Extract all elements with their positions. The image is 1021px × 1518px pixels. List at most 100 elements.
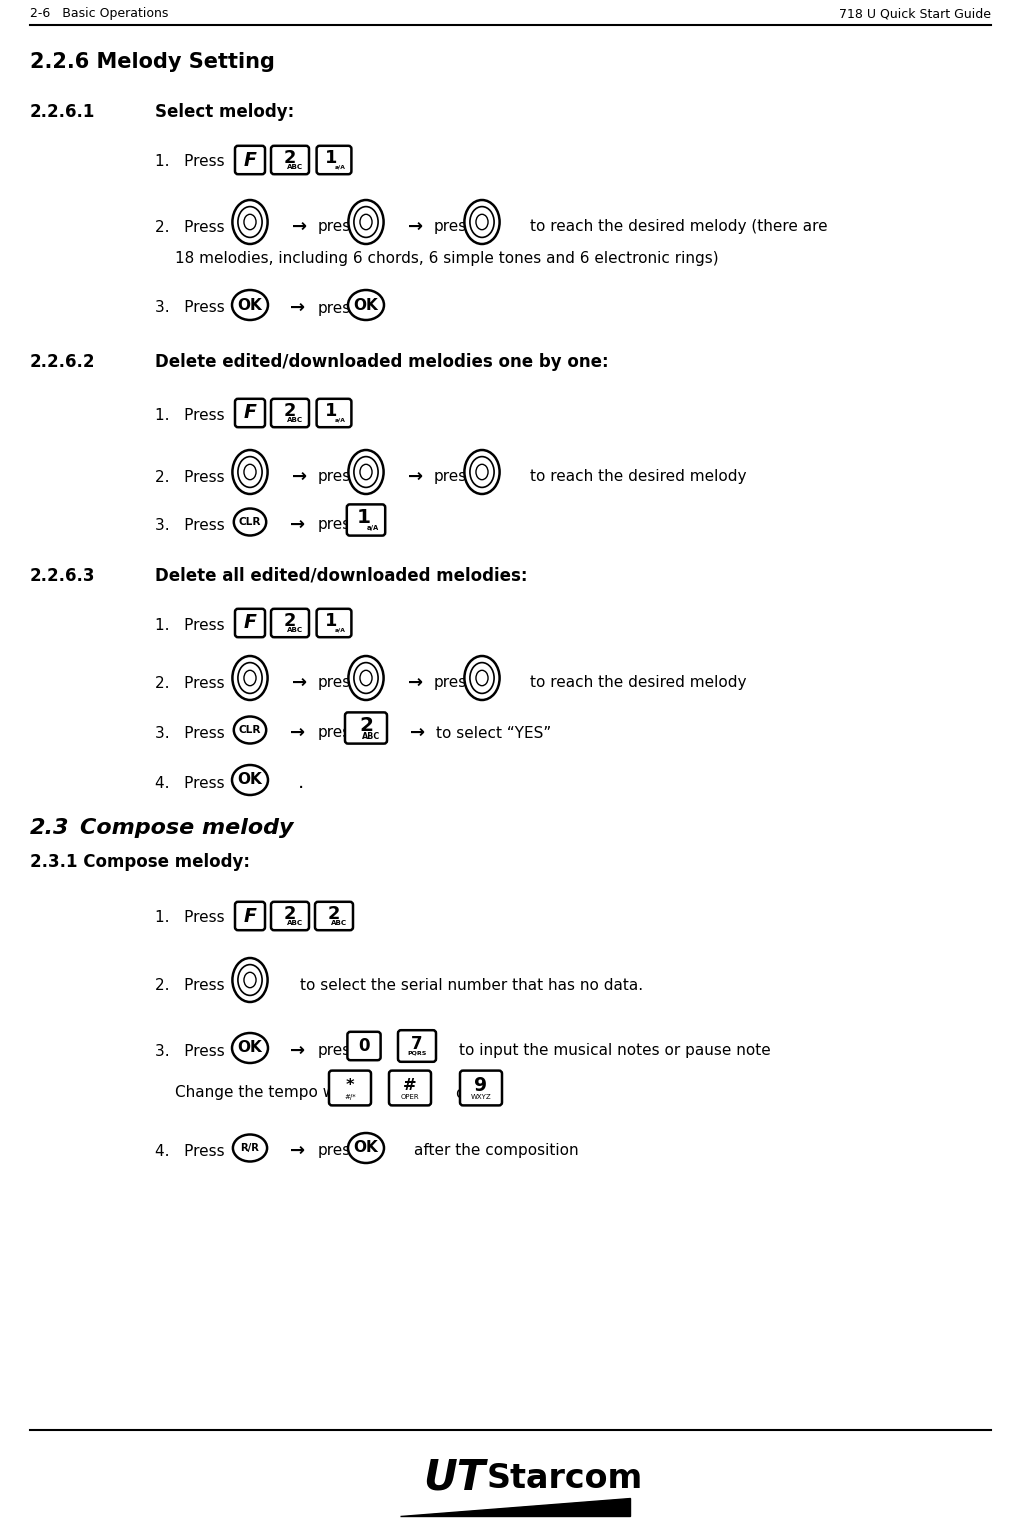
Ellipse shape	[232, 290, 268, 320]
Text: 1.   Press: 1. Press	[155, 618, 225, 633]
FancyBboxPatch shape	[389, 1070, 431, 1105]
Ellipse shape	[360, 671, 372, 686]
Text: F: F	[244, 613, 256, 633]
FancyBboxPatch shape	[317, 609, 351, 638]
Ellipse shape	[348, 656, 384, 700]
Text: CLR: CLR	[239, 726, 261, 735]
Text: 1: 1	[356, 509, 371, 527]
Text: 2: 2	[284, 612, 296, 630]
Ellipse shape	[476, 671, 488, 686]
Text: UT: UT	[423, 1457, 485, 1498]
Text: WXYZ: WXYZ	[471, 1094, 491, 1101]
Ellipse shape	[470, 457, 494, 487]
Text: 4.   Press: 4. Press	[155, 776, 225, 791]
Text: a/A: a/A	[335, 164, 346, 168]
Text: press: press	[434, 220, 475, 234]
Text: →: →	[290, 299, 305, 317]
FancyBboxPatch shape	[345, 712, 387, 744]
Text: 1.   Press: 1. Press	[155, 911, 225, 926]
Text: press: press	[318, 469, 359, 484]
Text: →: →	[292, 219, 307, 235]
FancyBboxPatch shape	[398, 1031, 436, 1061]
Ellipse shape	[234, 509, 266, 536]
Ellipse shape	[233, 656, 268, 700]
Text: press: press	[434, 676, 475, 691]
Ellipse shape	[244, 973, 256, 988]
Text: OK: OK	[238, 773, 262, 788]
Text: to select the serial number that has no data.: to select the serial number that has no …	[300, 978, 643, 993]
Text: press: press	[318, 518, 359, 533]
Text: ABC: ABC	[331, 920, 347, 926]
Ellipse shape	[244, 465, 256, 480]
Text: a/A: a/A	[368, 525, 380, 531]
Text: press: press	[434, 469, 475, 484]
Text: 2.2.6.2: 2.2.6.2	[30, 354, 96, 370]
Text: 1.   Press: 1. Press	[155, 407, 225, 422]
Text: 2.3.1 Compose melody:: 2.3.1 Compose melody:	[30, 853, 250, 871]
Text: 3.   Press: 3. Press	[155, 1043, 225, 1058]
Text: 2-6   Basic Operations: 2-6 Basic Operations	[30, 8, 168, 21]
Text: →: →	[408, 468, 424, 486]
Text: →: →	[410, 724, 426, 742]
Text: Starcom: Starcom	[487, 1462, 643, 1495]
Text: 1.   Press: 1. Press	[155, 155, 225, 170]
Text: press: press	[318, 1043, 359, 1058]
Ellipse shape	[233, 1134, 268, 1161]
FancyBboxPatch shape	[271, 399, 309, 427]
Text: CLR: CLR	[239, 518, 261, 527]
Ellipse shape	[476, 214, 488, 229]
Text: 2.   Press: 2. Press	[155, 220, 225, 234]
Ellipse shape	[232, 1034, 268, 1063]
FancyBboxPatch shape	[235, 399, 265, 427]
Text: OK: OK	[353, 298, 379, 313]
FancyBboxPatch shape	[460, 1070, 502, 1105]
Text: OK: OK	[238, 298, 262, 313]
Ellipse shape	[244, 671, 256, 686]
Text: press: press	[318, 220, 359, 234]
Ellipse shape	[238, 457, 262, 487]
Text: 2.   Press: 2. Press	[155, 469, 225, 484]
Ellipse shape	[354, 206, 378, 237]
Text: 4.   Press: 4. Press	[155, 1143, 225, 1158]
FancyBboxPatch shape	[347, 504, 385, 536]
Text: OPER: OPER	[400, 1094, 420, 1101]
Ellipse shape	[233, 449, 268, 493]
Ellipse shape	[476, 465, 488, 480]
Text: 2: 2	[284, 149, 296, 167]
Text: ABC: ABC	[287, 920, 303, 926]
Text: 2.2.6.1: 2.2.6.1	[30, 103, 95, 121]
Polygon shape	[400, 1498, 630, 1516]
Ellipse shape	[348, 449, 384, 493]
Text: 7: 7	[411, 1035, 423, 1052]
Text: to input the musical notes or pause note: to input the musical notes or pause note	[459, 1043, 771, 1058]
Text: →: →	[292, 468, 307, 486]
FancyBboxPatch shape	[271, 609, 309, 638]
Ellipse shape	[244, 214, 256, 229]
Text: 1: 1	[326, 612, 338, 630]
Ellipse shape	[470, 206, 494, 237]
Text: ,: ,	[395, 1084, 401, 1102]
Ellipse shape	[348, 1132, 384, 1163]
Text: 2.   Press: 2. Press	[155, 676, 225, 691]
FancyBboxPatch shape	[271, 902, 309, 931]
Text: 2.3: 2.3	[30, 818, 69, 838]
Text: #: #	[403, 1078, 417, 1093]
FancyBboxPatch shape	[235, 609, 265, 638]
Text: →: →	[290, 724, 305, 742]
Text: 2: 2	[284, 905, 296, 923]
Text: Select melody:: Select melody:	[155, 103, 294, 121]
Text: 2: 2	[284, 402, 296, 419]
Ellipse shape	[238, 662, 262, 694]
Text: 3.   Press: 3. Press	[155, 726, 225, 741]
Text: F: F	[244, 150, 256, 170]
Text: 18 melodies, including 6 chords, 6 simple tones and 6 electronic rings): 18 melodies, including 6 chords, 6 simpl…	[175, 250, 719, 266]
FancyBboxPatch shape	[347, 1032, 381, 1060]
Text: press: press	[318, 301, 359, 316]
Text: to reach the desired melody: to reach the desired melody	[530, 676, 746, 691]
Ellipse shape	[233, 200, 268, 244]
Ellipse shape	[348, 290, 384, 320]
Text: →: →	[290, 1142, 305, 1160]
Text: a/A: a/A	[335, 417, 346, 422]
Text: to reach the desired melody (there are: to reach the desired melody (there are	[530, 220, 828, 234]
Text: #/*: #/*	[344, 1094, 355, 1101]
